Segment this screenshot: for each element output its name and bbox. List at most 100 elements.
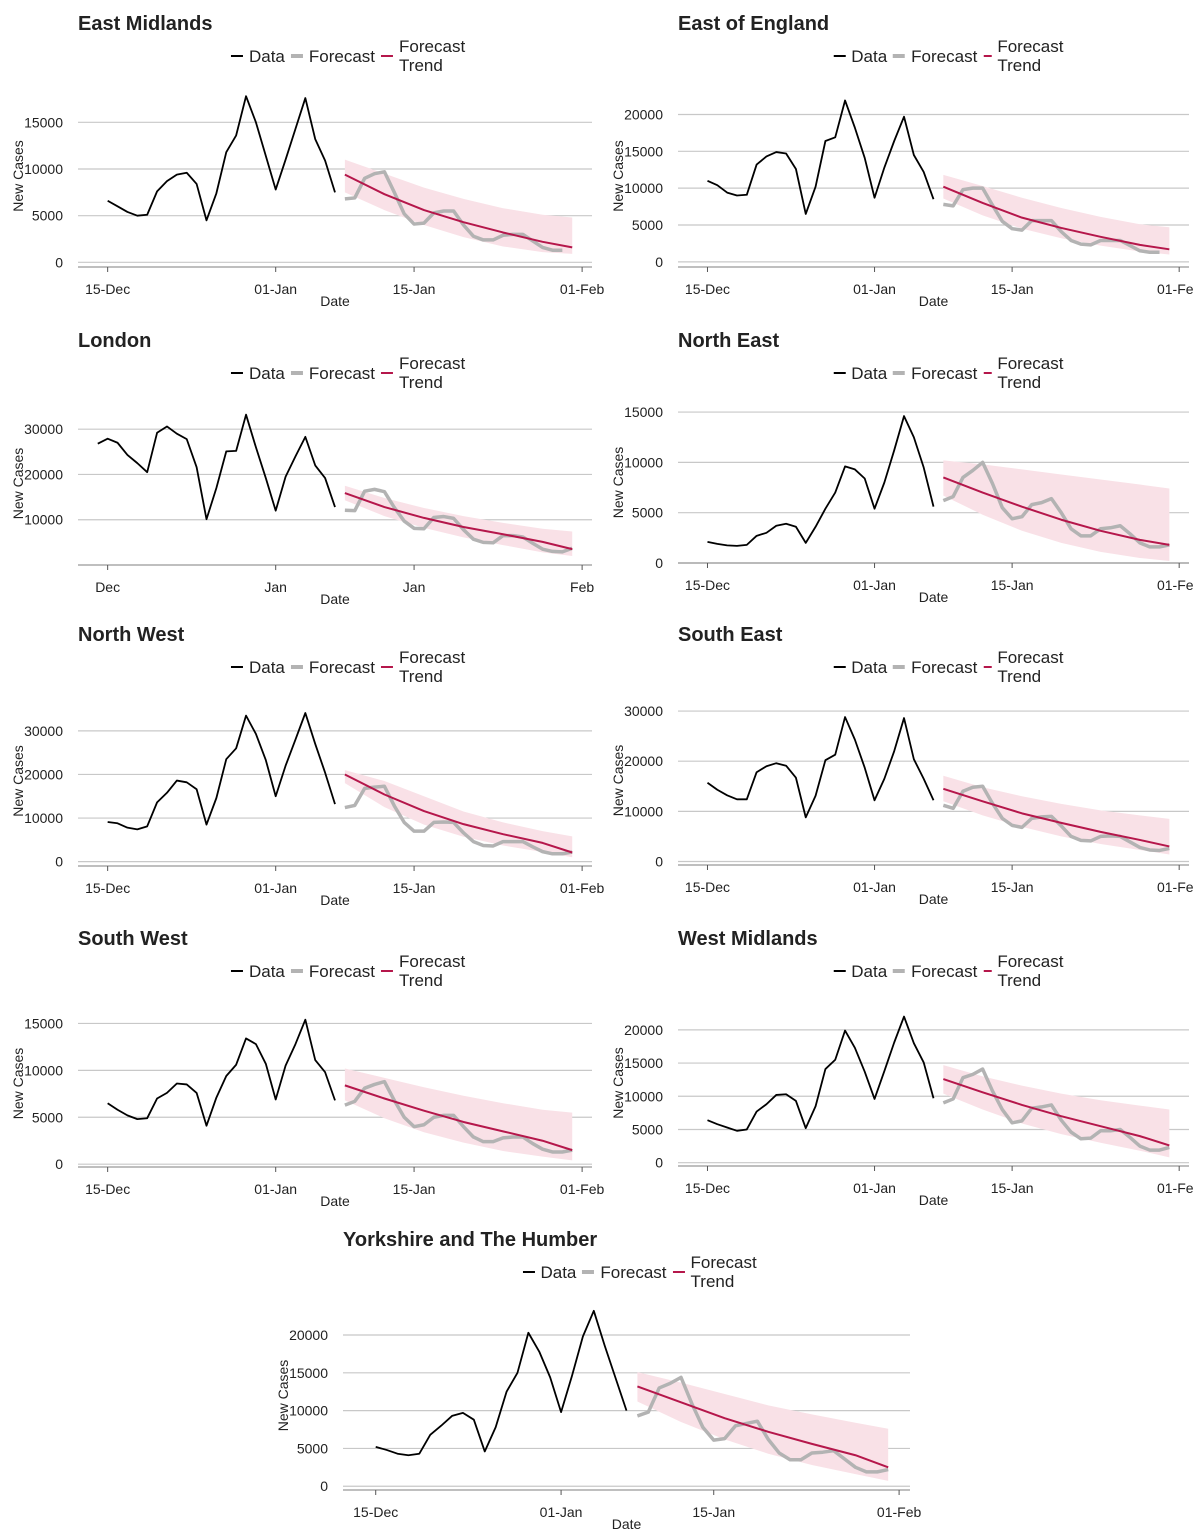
legend-item: Forecast — [893, 962, 977, 981]
legend-label: Forecast — [911, 46, 978, 66]
legend-label: Forecast — [911, 961, 978, 981]
y-axis-label: New Cases — [610, 1047, 626, 1119]
y-tick-label: 10000 — [624, 180, 663, 196]
chart-title: East Midlands — [78, 13, 212, 35]
legend-label: Forecast Trend — [997, 354, 1064, 392]
y-tick-label: 0 — [55, 254, 63, 270]
series-line — [942, 460, 1170, 549]
y-axis-label: New Cases — [10, 140, 26, 212]
x-tick-label: 15-Jan — [991, 281, 1034, 297]
legend-swatch — [230, 55, 243, 57]
legend-swatch — [290, 371, 303, 375]
x-tick-label: 15-Jan — [991, 879, 1034, 895]
legend-item: Forecast — [290, 364, 375, 383]
legend-item: Forecast Trend — [983, 648, 1073, 686]
y-tick-label: 20000 — [624, 1022, 663, 1038]
x-tick-label: 15-Dec — [685, 281, 730, 297]
x-tick-label: 01-Feb — [1157, 577, 1194, 593]
y-tick-label: 5000 — [632, 217, 663, 233]
y-axis-label: New Cases — [610, 140, 626, 212]
legend-label: Forecast — [911, 363, 978, 383]
legend-label: Forecast Trend — [997, 648, 1064, 686]
x-tick-label: 15-Dec — [85, 281, 130, 297]
legend-label: Forecast — [600, 1262, 667, 1282]
x-tick-label: 01-Feb — [877, 1504, 922, 1520]
y-tick-label: 30000 — [24, 723, 63, 739]
legend-swatch — [893, 969, 906, 973]
series-line — [344, 784, 573, 856]
legend-item: Data — [522, 1263, 576, 1282]
series-line — [637, 1385, 889, 1469]
legend-item: Data — [230, 961, 285, 981]
legend-label: Data — [248, 363, 285, 383]
legend-item: Forecast Trend — [983, 37, 1073, 75]
y-tick-label: 5000 — [32, 1109, 63, 1125]
legend-swatch — [381, 970, 394, 972]
legend-swatch — [893, 371, 906, 375]
legend-swatch — [230, 666, 243, 668]
y-tick-label: 10000 — [24, 161, 63, 177]
x-tick-label: Jan — [264, 579, 287, 595]
x-tick-label: 01-Jan — [254, 880, 297, 896]
x-tick-label: 15-Dec — [85, 1181, 130, 1197]
legend-swatch — [290, 665, 303, 669]
series-line — [344, 492, 573, 551]
y-tick-label: 20000 — [24, 766, 63, 782]
legend-label: Data — [248, 46, 285, 66]
x-tick-label: Feb — [570, 579, 594, 595]
legend-swatch — [381, 666, 394, 668]
legend: Data Forecast Forecast Trend — [833, 37, 1074, 75]
x-tick-label: 15-Dec — [685, 577, 730, 593]
y-tick-label: 15000 — [624, 1055, 663, 1071]
forecast-band — [637, 1372, 889, 1481]
x-axis-label: Date — [612, 1516, 642, 1530]
x-tick-label: 01-Jan — [540, 1504, 583, 1520]
legend-item: Forecast — [893, 364, 977, 383]
y-tick-label: 5000 — [632, 505, 663, 521]
x-tick-label: 15-Jan — [692, 1504, 735, 1520]
series-line — [107, 1018, 336, 1127]
legend: Data Forecast Forecast Trend — [833, 354, 1074, 392]
legend-label: Data — [248, 961, 285, 981]
x-axis-label: Date — [919, 589, 949, 605]
legend-label: Data — [540, 1262, 577, 1282]
y-tick-label: 10000 — [624, 454, 663, 470]
legend-label: Data — [851, 46, 888, 66]
legend-item: Forecast — [582, 1262, 667, 1282]
legend-item: Data — [833, 47, 887, 66]
legend-item: Forecast Trend — [381, 37, 479, 75]
y-tick-label: 30000 — [624, 703, 663, 719]
y-tick-label: 5000 — [297, 1440, 328, 1456]
y-tick-label: 0 — [655, 254, 663, 270]
y-tick-label: 20000 — [24, 466, 63, 482]
series-line — [344, 487, 573, 554]
x-tick-label: 01-Jan — [853, 577, 896, 593]
y-axis-label: New Cases — [10, 448, 26, 520]
y-tick-label: 0 — [55, 854, 63, 870]
forecast-band — [344, 159, 573, 254]
x-tick-label: Dec — [95, 579, 120, 595]
legend: Data Forecast Forecast Trend — [833, 952, 1074, 990]
legend-swatch — [833, 55, 846, 57]
x-tick-label: 01-Feb — [560, 281, 605, 297]
y-tick-label: 0 — [655, 1155, 663, 1171]
y-tick-label: 10000 — [289, 1403, 328, 1419]
x-tick-label: 01-Feb — [1157, 281, 1194, 297]
y-tick-label: 5000 — [632, 1121, 663, 1137]
y-tick-label: 20000 — [289, 1327, 328, 1343]
y-tick-label: 0 — [655, 555, 663, 571]
series-line — [344, 170, 563, 252]
y-tick-label: 5000 — [32, 208, 63, 224]
chart-title: Yorkshire and The Humber — [343, 1229, 597, 1251]
y-tick-label: 10000 — [24, 1062, 63, 1078]
legend-label: Forecast — [911, 657, 978, 677]
legend-label: Forecast Trend — [399, 37, 466, 75]
series-line — [942, 476, 1170, 546]
legend-item: Forecast Trend — [672, 1253, 771, 1291]
legend-item: Data — [833, 962, 887, 981]
legend-label: Data — [851, 657, 888, 677]
legend-item: Data — [230, 46, 285, 66]
x-axis-label: Date — [320, 293, 350, 309]
x-tick-label: 01-Feb — [1157, 879, 1194, 895]
